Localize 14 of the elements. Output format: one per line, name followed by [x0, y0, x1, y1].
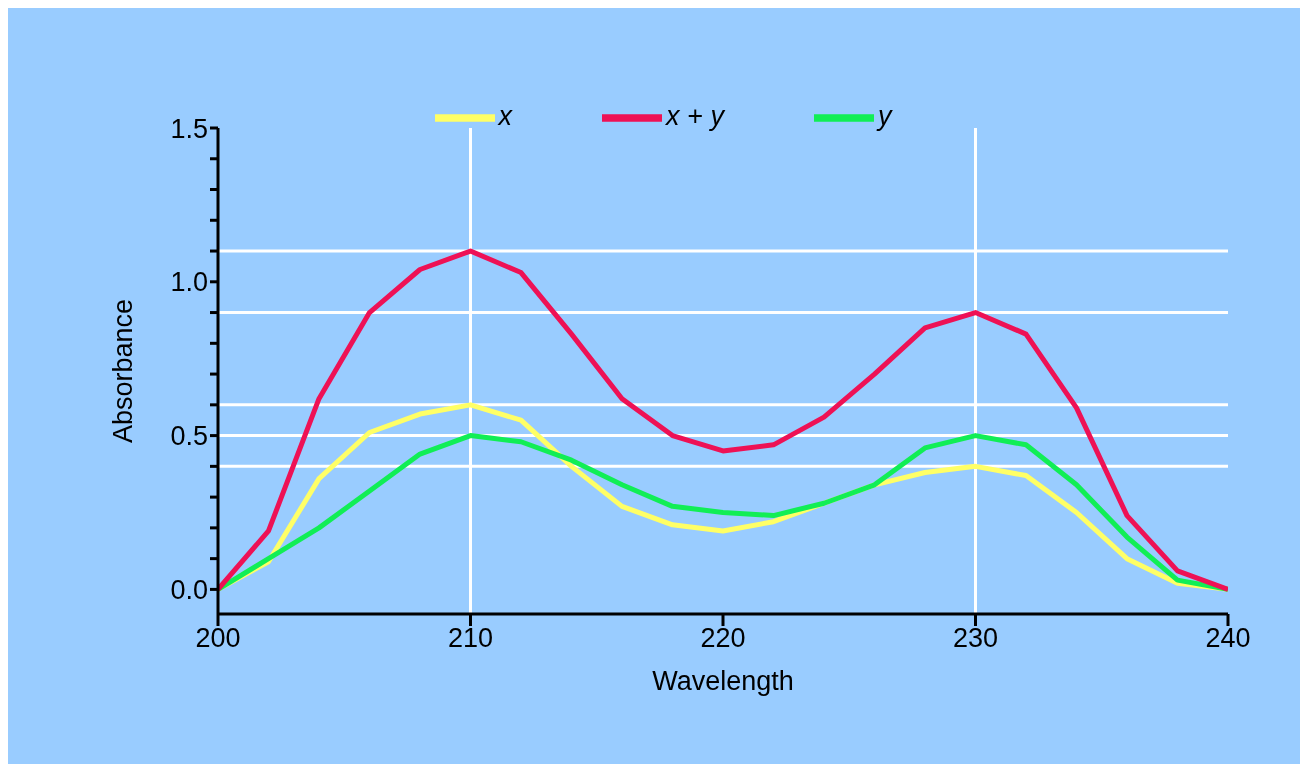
x-tick-label: 240 [1205, 623, 1251, 654]
y-axis-title: Absorbance [107, 298, 138, 444]
x-tick-label: 200 [195, 623, 241, 654]
y-tick-label: 1.0 [170, 267, 208, 298]
x-tick-label: 210 [447, 623, 494, 654]
legend-label: x + y [666, 101, 724, 132]
y-tick-label: 0.0 [170, 574, 208, 605]
x-axis-title: Wavelength [652, 666, 794, 696]
legend-label: y [877, 101, 892, 132]
x-tick-label: 220 [700, 623, 746, 654]
x-tick-label: 230 [952, 623, 999, 654]
y-tick-label: 1.5 [170, 113, 208, 144]
legend-label: x [498, 101, 513, 132]
y-tick-label: 0.5 [170, 421, 208, 452]
